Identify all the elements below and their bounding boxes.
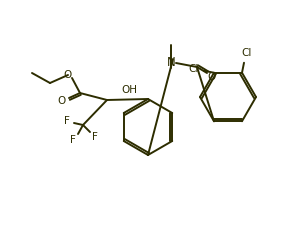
Text: O: O — [58, 96, 66, 106]
Text: F: F — [92, 132, 98, 142]
Text: F: F — [70, 135, 76, 145]
Text: N: N — [167, 57, 176, 70]
Text: Cl: Cl — [242, 48, 252, 58]
Text: F: F — [64, 116, 70, 126]
Text: O: O — [208, 72, 216, 82]
Text: O: O — [64, 70, 72, 80]
Text: Cl: Cl — [189, 64, 199, 74]
Text: OH: OH — [121, 85, 137, 95]
